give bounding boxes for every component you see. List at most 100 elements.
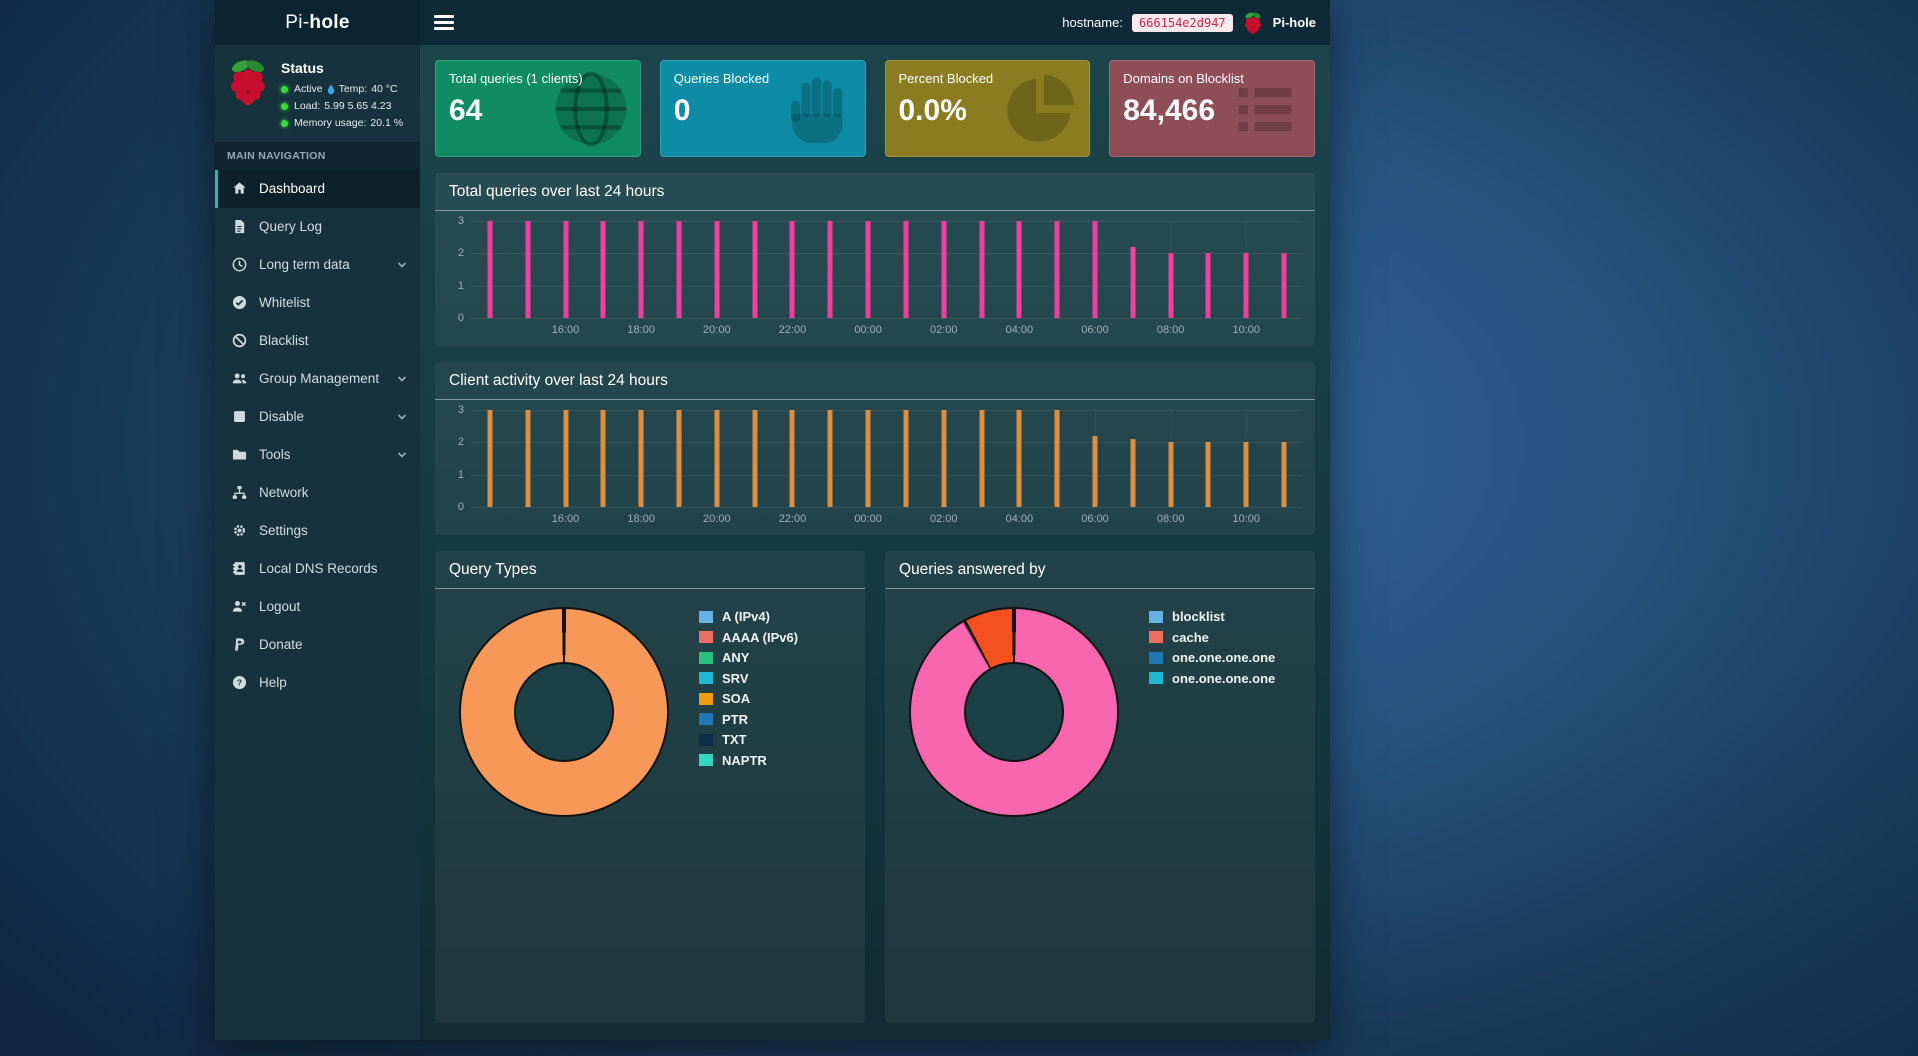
queries-answered-legend: blocklist cache one.one.one.one one.one.one… (1133, 601, 1275, 815)
bar[interactable] (1130, 246, 1136, 318)
file-icon (231, 219, 248, 234)
sidebar-item-dashboard[interactable]: Dashboard (215, 169, 420, 208)
bar[interactable] (563, 221, 569, 318)
legend-item[interactable]: NAPTR (699, 753, 798, 768)
memory-value: 20.1 % (370, 116, 404, 129)
bar[interactable] (487, 221, 493, 318)
users-icon (231, 371, 248, 386)
bar[interactable] (714, 221, 720, 318)
bar[interactable] (676, 221, 682, 318)
bar[interactable] (1243, 253, 1249, 318)
sidebar-item-group-management[interactable]: Group Management (215, 360, 420, 398)
bar[interactable] (979, 410, 985, 507)
legend-item[interactable]: PTR (699, 712, 798, 727)
sidebar-item-settings[interactable]: Settings (215, 512, 420, 550)
bar[interactable] (1092, 221, 1098, 318)
bar[interactable] (941, 410, 947, 507)
sidebar-item-disable[interactable]: Disable (215, 398, 420, 436)
card-percent-blocked[interactable]: Percent Blocked 0.0% (884, 60, 1091, 157)
bar[interactable] (789, 221, 795, 318)
legend-item[interactable]: blocklist (1149, 609, 1275, 624)
sidebar-item-long-term-data[interactable]: Long term data (215, 246, 420, 284)
bar[interactable] (714, 410, 720, 507)
legend-swatch (699, 754, 713, 766)
bar[interactable] (1092, 435, 1098, 507)
bar[interactable] (865, 410, 871, 507)
bar[interactable] (600, 221, 606, 318)
bar[interactable] (752, 221, 758, 318)
sidebar-item-label: Dashboard (259, 181, 326, 197)
legend-label: one.one.one.one (1172, 650, 1276, 665)
sidebar-item-local-dns-records[interactable]: Local DNS Records (215, 550, 420, 588)
bar[interactable] (827, 221, 833, 318)
query-types-donut[interactable] (461, 609, 667, 815)
bar[interactable] (1205, 442, 1211, 507)
bar[interactable] (903, 221, 909, 318)
bar[interactable] (1130, 439, 1136, 507)
bar[interactable] (865, 221, 871, 318)
bar[interactable] (676, 410, 682, 507)
bar[interactable] (525, 410, 531, 507)
sidebar-item-label: Whitelist (259, 295, 311, 311)
bar[interactable] (1168, 253, 1174, 318)
bar[interactable] (789, 410, 795, 507)
bar[interactable] (1054, 221, 1060, 318)
clock-icon (231, 257, 248, 272)
card-domains-on-blocklist[interactable]: Domains on Blocklist 84,466 (1109, 60, 1315, 157)
sidebar-item-query-log[interactable]: Query Log (215, 208, 420, 246)
dashboard-content: Total queries (1 clients) 64 Queries Blo… (420, 45, 1330, 1040)
bar[interactable] (1205, 253, 1211, 318)
bar[interactable] (941, 221, 947, 318)
bar[interactable] (638, 221, 644, 318)
legend-label: A (IPv4) (722, 609, 770, 624)
sidebar-item-logout[interactable]: Logout (215, 588, 420, 626)
card-total-queries[interactable]: Total queries (1 clients) 64 (435, 60, 641, 157)
legend-item[interactable]: SRV (699, 671, 798, 686)
bar[interactable] (1168, 442, 1174, 507)
legend-item[interactable]: cache (1149, 630, 1275, 645)
sidebar-item-label: Blacklist (259, 333, 309, 349)
legend-item[interactable]: A (IPv4) (699, 609, 798, 624)
legend-item[interactable]: TXT (699, 732, 798, 747)
y-axis: 0 1 2 3 (447, 404, 471, 513)
sidebar-item-tools[interactable]: Tools (215, 436, 420, 474)
bar[interactable] (979, 221, 985, 318)
x-tick-label: 22:00 (778, 513, 807, 525)
queries-answered-donut[interactable] (911, 609, 1117, 815)
sidebar-item-blacklist[interactable]: Blacklist (215, 322, 420, 360)
bar[interactable] (1016, 221, 1022, 318)
bar[interactable] (525, 221, 531, 318)
x-tick-label: 02:00 (929, 324, 958, 336)
brand-logo[interactable]: Pi-hole (215, 0, 420, 45)
legend-label: AAAA (IPv6) (722, 629, 799, 645)
bar[interactable] (752, 410, 758, 507)
bar[interactable] (1281, 253, 1287, 318)
bar[interactable] (1016, 410, 1022, 507)
bar[interactable] (638, 410, 644, 507)
bar[interactable] (487, 410, 493, 507)
legend-item[interactable]: ANY (699, 650, 798, 665)
client-activity-chart[interactable]: 0 1 2 3 16:00 18:00 20:00 22:00 00:00 02:00 04:00… (447, 404, 1303, 529)
legend-item[interactable]: one.one.one.one (1149, 650, 1275, 665)
y-tick-label: 3 (457, 404, 464, 416)
bar[interactable] (827, 410, 833, 507)
sidebar-item-label: Tools (259, 447, 291, 463)
total-queries-chart[interactable]: 0 1 2 3 16:00 18:00 20:00 22:00 00:00 02:00 04:00… (447, 215, 1303, 340)
legend-item[interactable]: one.one.one.one (1149, 671, 1275, 686)
sidebar-item-network[interactable]: Network (215, 474, 420, 512)
sidebar-item-help[interactable]: ? Help (215, 664, 420, 702)
legend-item[interactable]: AAAA (IPv6) (699, 630, 798, 645)
bar[interactable] (903, 410, 909, 507)
bar[interactable] (1054, 410, 1060, 507)
gridline (471, 221, 1303, 222)
bar[interactable] (1243, 442, 1249, 507)
bar[interactable] (600, 410, 606, 507)
bar[interactable] (1281, 442, 1287, 507)
card-queries-blocked[interactable]: Queries Blocked 0 (659, 60, 866, 157)
card-value: 0 (673, 94, 691, 127)
sidebar-toggle-button[interactable] (434, 15, 454, 30)
sidebar-item-whitelist[interactable]: Whitelist (215, 284, 420, 322)
bar[interactable] (563, 410, 569, 507)
sidebar-item-donate[interactable]: Donate (215, 626, 420, 664)
legend-item[interactable]: SOA (699, 691, 798, 706)
